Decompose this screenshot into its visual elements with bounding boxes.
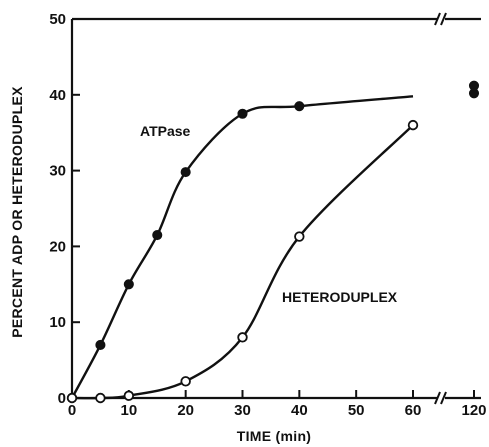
point-heteroduplex-0 [66,392,78,404]
curve-atpase [70,95,414,399]
x-axis-title: TIME (min) [237,428,312,444]
y-tick-label-20: 20 [49,238,66,255]
point-atpase-5 [237,108,248,119]
axis-break-mark-1a [434,391,441,405]
point-heteroduplex-3 [180,376,191,387]
curve-heteroduplex [71,124,414,400]
axis-break-mark-0a [434,12,441,26]
x-tick-label-30: 30 [234,402,251,419]
point-heteroduplex-5 [294,231,305,242]
x-tick-label-50: 50 [348,402,365,419]
point-atpase-1 [95,339,106,350]
data-points [66,80,480,404]
y-axis-title: PERCENT ADP OR HETERODUPLEX [9,86,25,338]
axes: 0 10 20 30 40 50 0 10 20 30 40 50 60 120 [49,11,486,419]
y-tick-label-10: 10 [49,314,66,331]
x-tick-label-0: 0 [68,402,76,419]
series-label-atpase: ATPase [140,123,191,139]
point-heteroduplex-2 [123,390,135,401]
y-tick-label-30: 30 [49,163,66,180]
x-tick-label-120: 120 [461,402,486,419]
point-heteroduplex-1 [95,392,106,404]
point-atpase-6 [294,101,305,112]
labels: ATPase HETERODUPLEX TIME (min) PERCENT A… [9,86,398,444]
y-tick-label-40: 40 [49,87,66,104]
y-tick-label-0: 0 [58,390,66,407]
point-atpase-4 [180,167,191,178]
point-atpase-3 [152,229,163,241]
x-tick-label-40: 40 [291,402,308,419]
point-heteroduplex-6 [407,119,419,131]
point-heteroduplex-4 [237,332,248,343]
x-tick-label-20: 20 [177,402,194,419]
curves [70,95,414,400]
point-atpase-2 [123,279,134,290]
axis-break-mark-0b [440,12,447,26]
axis-break-mark-1b [440,391,447,405]
y-tick-label-50: 50 [49,11,66,28]
series-label-heteroduplex: HETERODUPLEX [282,289,398,305]
point-atpase-8 [468,88,480,99]
x-tick-label-10: 10 [120,402,137,419]
x-tick-label-60: 60 [405,402,422,419]
